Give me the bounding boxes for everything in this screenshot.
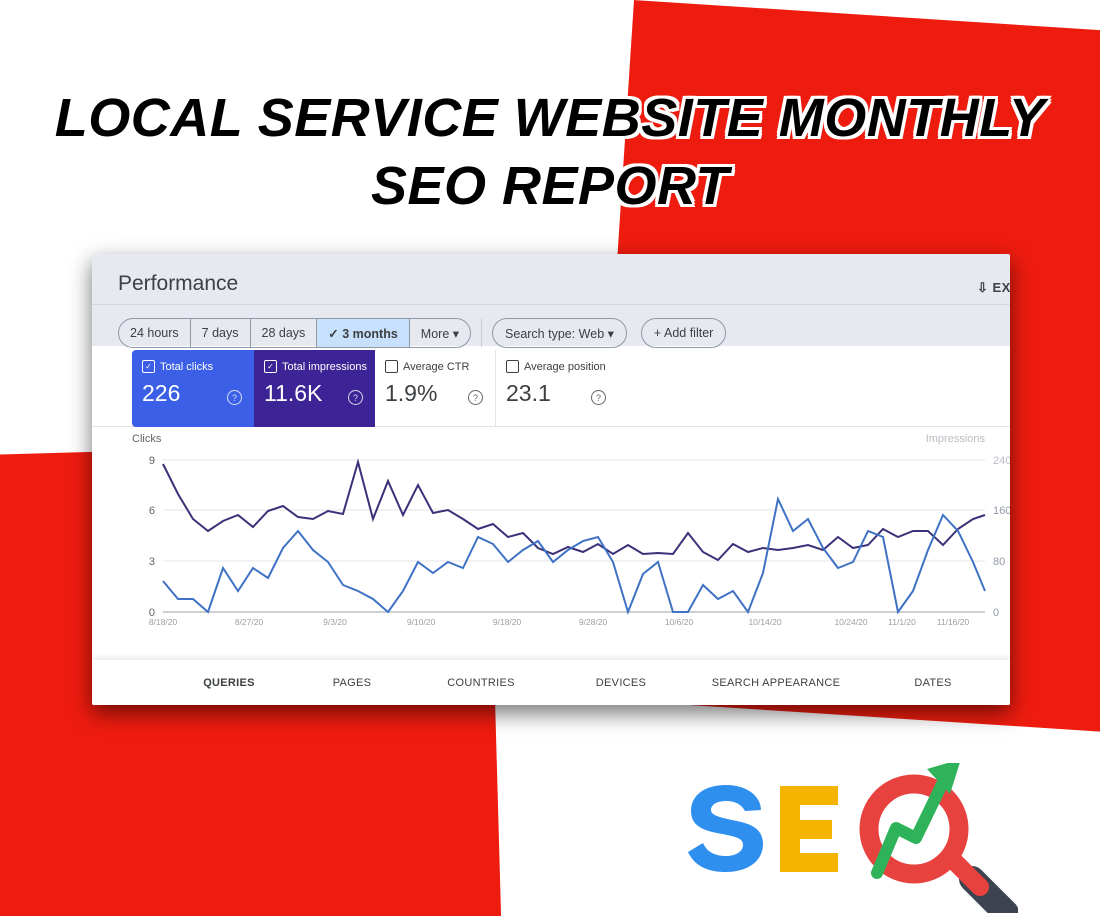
svg-text:9: 9 (149, 455, 155, 467)
svg-text:240: 240 (993, 455, 1010, 467)
svg-text:80: 80 (993, 556, 1005, 568)
svg-text:160: 160 (993, 505, 1010, 517)
svg-text:0: 0 (993, 607, 999, 619)
svg-text:6: 6 (149, 505, 155, 517)
svg-text:3: 3 (149, 556, 155, 568)
